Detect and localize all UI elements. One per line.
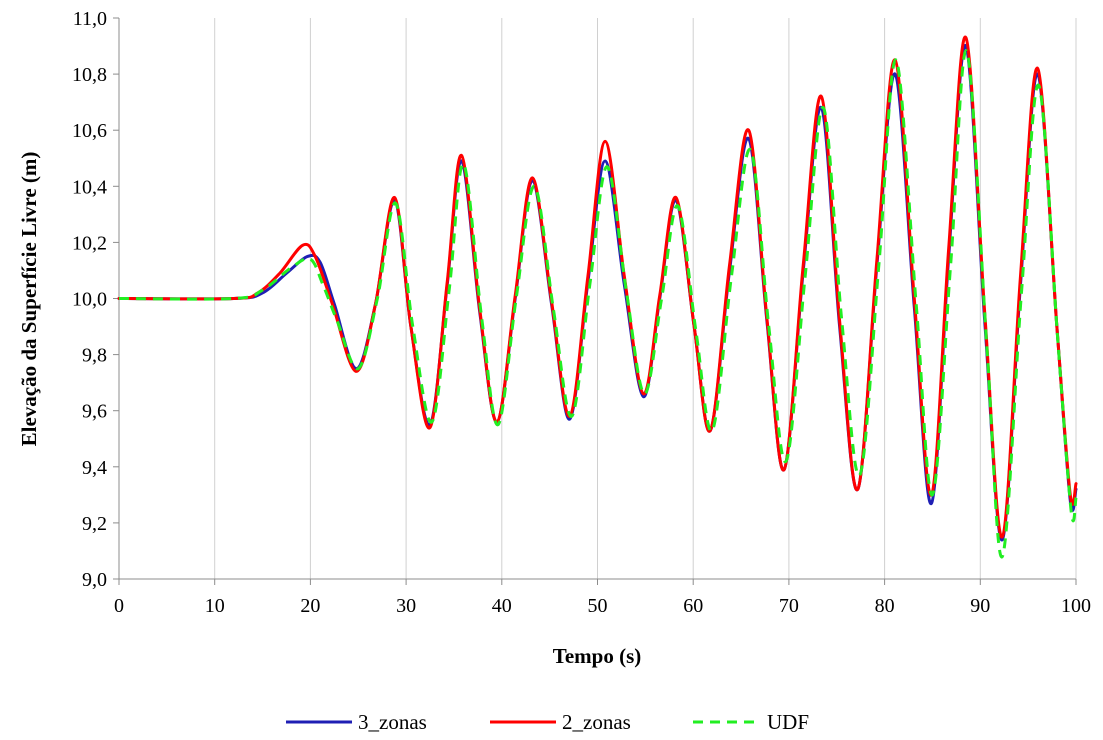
series-group xyxy=(117,35,1078,559)
y-axis-title: Elevação da Superfície Livre (m) xyxy=(17,152,41,447)
legend: 3_zonas 2_zonas UDF xyxy=(286,710,809,734)
y-tick-label: 9,8 xyxy=(82,345,107,367)
x-tick-label: 100 xyxy=(1061,595,1091,617)
x-tick-label: 0 xyxy=(114,595,124,617)
legend-label-2-zonas: 2_zonas xyxy=(562,710,631,734)
y-tick-label: 11,0 xyxy=(73,8,107,30)
legend-item-3-zonas: 3_zonas xyxy=(286,710,427,734)
y-tick-label: 9,6 xyxy=(82,401,107,423)
tick-labels: 9,0 9,2 9,4 9,6 9,8 10,0 10,2 10,4 10,6 10,8 11,0 0… xyxy=(72,8,1091,617)
series-line-2-zonas xyxy=(117,35,1078,539)
y-tick-label: 10,6 xyxy=(72,120,107,142)
x-tick-label: 70 xyxy=(779,595,799,617)
y-tick-label: 10,0 xyxy=(72,289,107,311)
series-line-udf xyxy=(118,49,1078,559)
x-tick-label: 30 xyxy=(396,595,416,617)
y-tick-label: 10,8 xyxy=(72,64,107,86)
y-tick-label: 10,2 xyxy=(72,232,107,254)
x-tick-label: 10 xyxy=(205,595,225,617)
legend-item-2-zonas: 2_zonas xyxy=(490,710,631,734)
legend-label-udf: UDF xyxy=(767,710,809,734)
x-tick-label: 20 xyxy=(300,595,320,617)
y-tick-label: 9,4 xyxy=(82,457,107,479)
y-tick-label: 10,4 xyxy=(72,176,107,198)
x-tick-label: 90 xyxy=(970,595,990,617)
x-tick-label: 40 xyxy=(492,595,512,617)
x-axis-title: Tempo (s) xyxy=(553,644,641,668)
y-tick-label: 9,0 xyxy=(82,569,107,591)
y-tick-label: 9,2 xyxy=(82,513,107,535)
x-tick-label: 60 xyxy=(683,595,703,617)
x-tick-label: 50 xyxy=(588,595,608,617)
legend-label-3-zonas: 3_zonas xyxy=(358,710,427,734)
x-tick-label: 80 xyxy=(875,595,895,617)
legend-item-udf: UDF xyxy=(693,710,809,734)
